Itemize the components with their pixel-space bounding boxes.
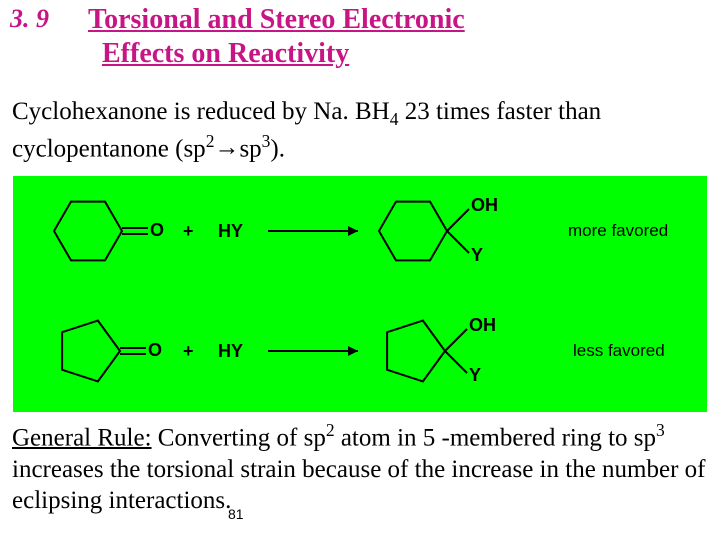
rule-label: General Rule: xyxy=(12,424,152,451)
para1-part-c: sp xyxy=(239,135,261,162)
para1-close: ). xyxy=(270,135,285,162)
pent-prod-bond-y xyxy=(445,351,467,373)
para1-part-a: Cyclohexanone is reduced by Na. BH xyxy=(12,98,390,125)
pent-prod-Y: Y xyxy=(469,365,481,386)
page-number: 81 xyxy=(228,506,244,522)
rule-part-b: atom in 5 -membered ring to sp xyxy=(335,424,656,451)
heading-line-1: Torsional and Stereo Electronic xyxy=(88,4,716,36)
rule-part-c: increases the torsional strain because o… xyxy=(12,456,705,514)
less-favored-label: less favored xyxy=(573,341,665,361)
rule-sup-3: 3 xyxy=(656,420,665,440)
reaction-diagram: O+HYOHYmore favoredO+HYOHYless favored xyxy=(13,176,707,412)
general-rule-paragraph: General Rule: Converting of sp2 atom in … xyxy=(12,420,708,516)
para1-sup-2: 2 xyxy=(206,131,215,151)
rule-sup-2: 2 xyxy=(326,420,335,440)
heading-line-2: Effects on Reactivity xyxy=(102,38,349,70)
rule-part-a: Converting of sp xyxy=(152,424,326,451)
section-number: 3. 9 xyxy=(10,4,49,34)
sp-arrow-icon: → xyxy=(214,132,239,163)
intro-paragraph: Cyclohexanone is reduced by Na. BH4 23 t… xyxy=(12,96,708,164)
